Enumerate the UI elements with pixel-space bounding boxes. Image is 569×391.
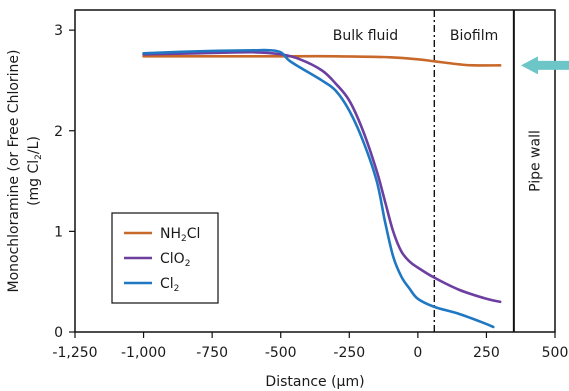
pipe-wall-label: Pipe wall bbox=[527, 130, 543, 192]
x-axis-ticks: -1,250 -1,000 -750 -500 -250 0 250 500 bbox=[52, 332, 568, 361]
plot-frame bbox=[74, 9, 556, 333]
legend-label: NH2Cl bbox=[160, 226, 200, 244]
legend: NH2Cl ClO2 Cl2 bbox=[111, 212, 219, 304]
biofilm-label: Biofilm bbox=[450, 28, 498, 44]
y-axis-title: Monochloramine (or Free Chlorine) (mg Cl… bbox=[6, 50, 44, 293]
y-tick-label: 1 bbox=[54, 224, 63, 240]
legend-label: ClO2 bbox=[160, 251, 190, 269]
bulk-fluid-label: Bulk fluid bbox=[333, 28, 398, 44]
x-tick-label: 0 bbox=[413, 345, 422, 361]
y-axis-title-line2-post: /L) bbox=[26, 136, 42, 154]
x-tick-label: 500 bbox=[542, 345, 569, 361]
y-axis-ticks: 0 1 2 3 bbox=[54, 23, 75, 341]
disinfectant-arrow-icon bbox=[521, 56, 569, 75]
series-line-2 bbox=[142, 48, 495, 329]
y-tick-label: 2 bbox=[54, 124, 63, 140]
series-line-0 bbox=[142, 54, 502, 67]
y-axis-title-line2: (mg Cl2/L) bbox=[26, 136, 44, 206]
legend-label: Cl2 bbox=[160, 276, 179, 294]
x-tick-label: -500 bbox=[265, 345, 297, 361]
x-tick-label: -250 bbox=[333, 345, 365, 361]
y-axis-title-line2-pre: (mg Cl bbox=[26, 160, 42, 206]
x-tick-label: -750 bbox=[196, 345, 228, 361]
arrow-head bbox=[521, 56, 538, 75]
x-axis-title: Distance (µm) bbox=[265, 374, 364, 390]
y-tick-label: 3 bbox=[54, 23, 63, 39]
series-line-1 bbox=[142, 50, 502, 304]
y-tick-label: 0 bbox=[54, 325, 63, 341]
y-axis-title-line2-sub: 2 bbox=[34, 154, 44, 160]
x-tick-label: -1,000 bbox=[121, 345, 166, 361]
legend-box bbox=[111, 212, 219, 304]
arrow-shaft bbox=[537, 60, 569, 70]
series-group bbox=[142, 48, 502, 329]
x-tick-label: -1,250 bbox=[52, 345, 97, 361]
x-tick-label: 250 bbox=[473, 345, 500, 361]
y-axis-title-line1: Monochloramine (or Free Chlorine) bbox=[6, 50, 22, 293]
